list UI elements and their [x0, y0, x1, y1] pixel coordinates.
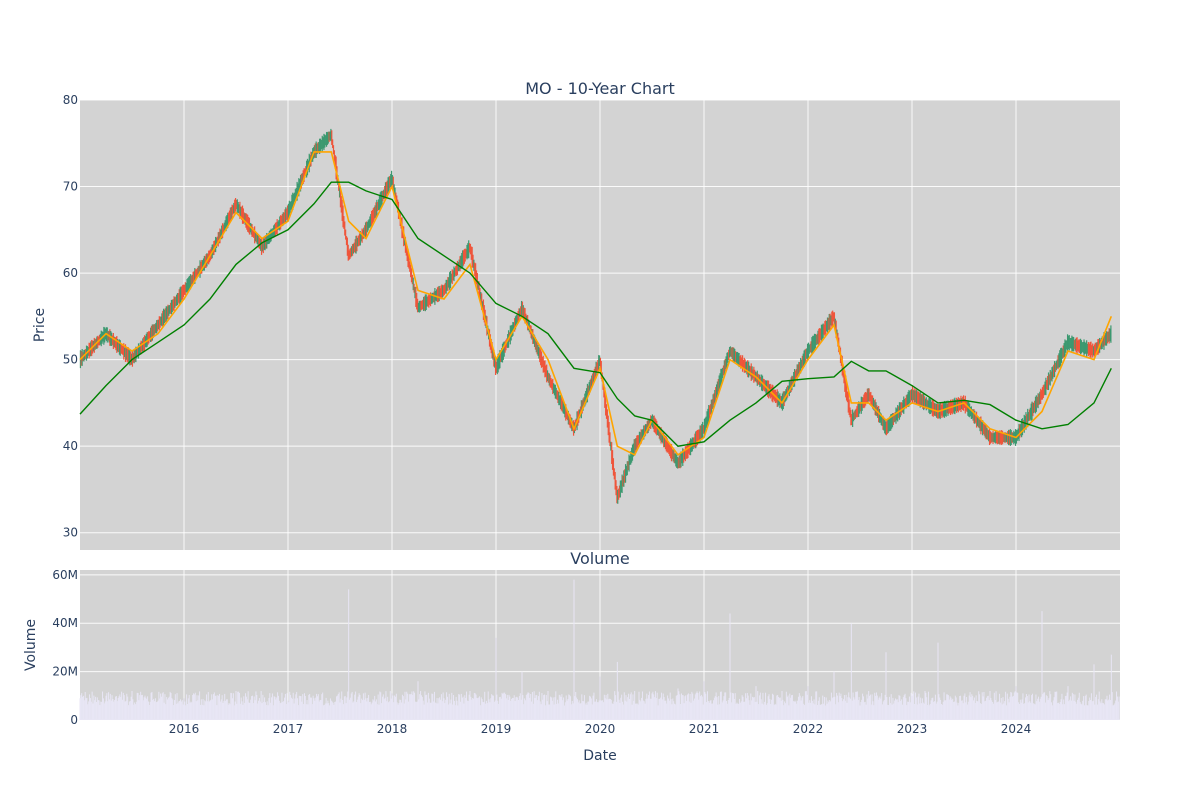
- price-panel: 30 40 50 60 70 80: [63, 93, 1120, 550]
- date-axis-label: Date: [583, 748, 616, 764]
- price-tick-label: 40: [63, 439, 78, 453]
- price-tick-label: 50: [63, 353, 78, 367]
- volume-tick-label: 0: [70, 713, 78, 727]
- short-moving-average-line: [79, 151, 1113, 456]
- volume-panel: 0 20M 40M 60M 2016 2017 2018 2019 2020 2021 2022 20…: [52, 568, 1120, 736]
- volume-tick-label: 60M: [52, 568, 78, 582]
- price-tick-label: 70: [63, 180, 78, 194]
- date-tick-label: 2019: [481, 722, 512, 736]
- date-tick-label: 2024: [1001, 722, 1032, 736]
- date-tick-label: 2018: [377, 722, 408, 736]
- volume-axis-label: Volume: [23, 619, 39, 671]
- long-moving-average-line: [79, 181, 1112, 447]
- date-tick-label: 2023: [897, 722, 928, 736]
- date-tick-label: 2016: [169, 722, 200, 736]
- date-tick-label: 2021: [689, 722, 720, 736]
- price-tick-label: 30: [63, 526, 78, 540]
- price-tick-label: 80: [63, 93, 78, 107]
- volume-tick-label: 20M: [52, 665, 78, 679]
- chart-title: MO - 10-Year Chart: [525, 79, 675, 98]
- volume-title: Volume: [570, 549, 630, 568]
- date-tick-label: 2022: [793, 722, 824, 736]
- price-tick-label: 60: [63, 266, 78, 280]
- date-tick-label: 2017: [273, 722, 304, 736]
- price-axis-label: Price: [32, 308, 48, 342]
- volume-tick-label: 40M: [52, 616, 78, 630]
- date-tick-label: 2020: [585, 722, 616, 736]
